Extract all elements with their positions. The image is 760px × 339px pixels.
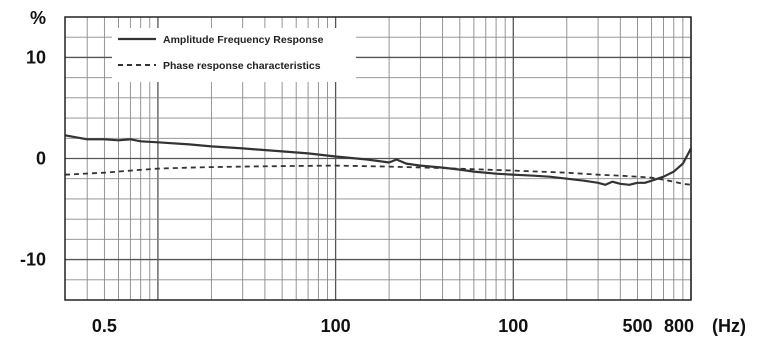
x-tick-label: 100 [321, 316, 351, 336]
y-tick-label: 0 [36, 149, 46, 169]
x-axis-unit-label: (Hz) [712, 316, 746, 336]
plot-frame [64, 16, 692, 301]
x-tick-label: 0.5 [92, 316, 117, 336]
series-layer [64, 134, 692, 186]
legend-box [112, 28, 356, 82]
y-tick-label: 10 [26, 47, 46, 67]
y-tick-labels: 10 0 -10 [20, 47, 46, 269]
x-tick-label: 800 [664, 316, 694, 336]
y-tick-label: -10 [20, 250, 46, 270]
legend-label-phase: Phase response characteristics [163, 60, 321, 72]
x-tick-label: 500 [622, 316, 652, 336]
amplitude-response-line [64, 134, 692, 186]
x-tick-labels: 0.5 100 100 500 800 [92, 316, 694, 336]
y-axis-label: % [30, 8, 46, 28]
legend: Amplitude Frequency Response Phase respo… [112, 28, 356, 82]
legend-label-amplitude: Amplitude Frequency Response [163, 34, 324, 46]
phase-response-line [64, 164, 692, 186]
x-tick-label: 100 [498, 316, 528, 336]
